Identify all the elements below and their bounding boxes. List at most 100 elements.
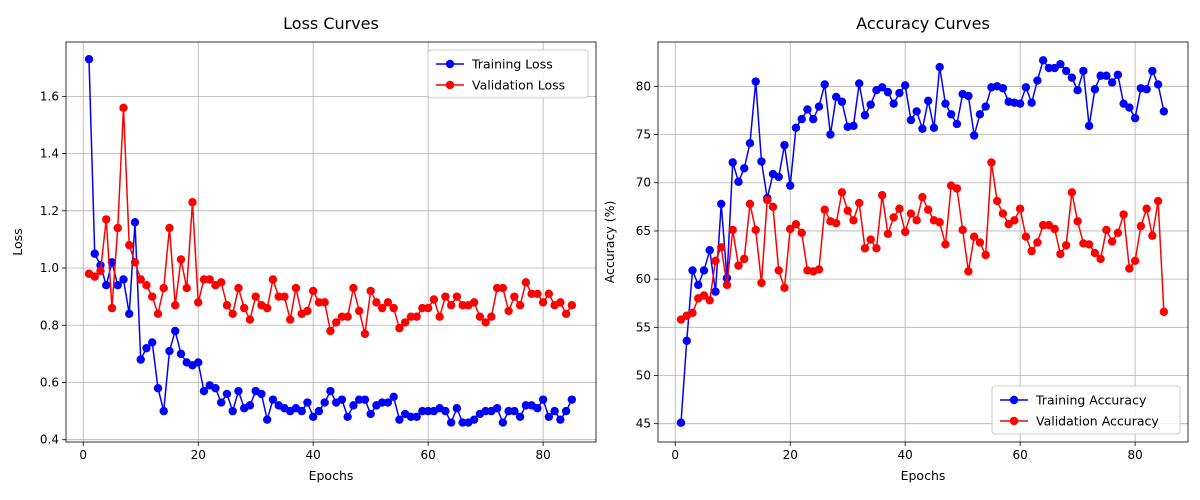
loss-data-point: [354, 306, 364, 316]
accuracy-data-point: [906, 209, 916, 218]
accuracy-data-point: [791, 219, 801, 229]
accuracy-y-axis-label: Accuracy (%): [602, 201, 617, 284]
loss-data-point: [308, 286, 318, 296]
loss-data-point: [383, 298, 393, 307]
loss-data-point: [556, 415, 565, 424]
loss-data-point: [326, 386, 335, 396]
accuracy-data-point: [1090, 248, 1100, 258]
accuracy-data-point: [826, 130, 835, 139]
accuracy-data-point: [1033, 238, 1042, 247]
loss-data-point: [262, 415, 272, 424]
accuracy-data-point: [1148, 66, 1157, 76]
accuracy-legend-label: Validation Accuracy: [1036, 414, 1159, 429]
accuracy-data-point: [1107, 237, 1117, 246]
accuracy-data-point: [1153, 80, 1163, 89]
loss-data-point: [544, 412, 554, 422]
accuracy-data-point: [786, 181, 795, 190]
loss-data-point: [406, 312, 416, 321]
accuracy-data-point: [682, 336, 691, 345]
accuracy-data-point: [900, 227, 910, 237]
accuracy-data-point: [1021, 83, 1031, 92]
loss-data-point: [538, 298, 548, 307]
loss-data-point: [354, 395, 364, 404]
loss-data-point: [544, 289, 554, 298]
accuracy-data-point: [912, 216, 921, 225]
accuracy-data-point: [889, 99, 898, 108]
loss-data-point: [469, 298, 479, 307]
accuracy-data-point: [1015, 99, 1025, 108]
accuracy-data-point: [860, 111, 870, 120]
accuracy-data-point: [923, 205, 933, 214]
accuracy-data-point: [981, 250, 990, 260]
loss-legend: Training Loss Validation Loss: [427, 49, 589, 99]
accuracy-data-point: [969, 232, 979, 241]
accuracy-legend: Training Accuracy Validation Accuracy: [991, 385, 1181, 435]
accuracy-data-point: [895, 88, 904, 98]
accuracy-y-tick-label: 80: [636, 79, 651, 93]
accuracy-data-point: [1113, 70, 1123, 79]
accuracy-data-point: [1067, 73, 1077, 82]
accuracy-data-point: [923, 96, 933, 105]
accuracy-data-point: [1073, 85, 1082, 95]
accuracy-data-point: [722, 280, 732, 290]
loss-data-point: [400, 318, 410, 327]
accuracy-data-point: [849, 121, 858, 131]
loss-data-point: [567, 395, 577, 404]
loss-data-point: [389, 392, 398, 401]
loss-data-point: [372, 298, 381, 307]
loss-data-point: [412, 312, 421, 321]
loss-data-point: [113, 281, 122, 290]
accuracy-data-point: [786, 224, 795, 234]
accuracy-data-point: [699, 266, 709, 275]
accuracy-data-point: [763, 195, 772, 205]
loss-data-point: [107, 303, 117, 313]
accuracy-data-point: [803, 105, 812, 114]
accuracy-data-point: [1159, 307, 1169, 317]
accuracy-y-tick-label: 50: [636, 368, 651, 382]
loss-data-point: [337, 395, 347, 404]
accuracy-x-tick-label: 40: [898, 448, 913, 462]
accuracy-data-point: [952, 184, 962, 193]
loss-data-point: [148, 338, 157, 347]
loss-data-point: [458, 301, 467, 310]
loss-data-point: [320, 398, 329, 407]
accuracy-data-point: [1096, 71, 1105, 80]
loss-data-point: [176, 255, 186, 264]
loss-y-tick-label: 1.4: [40, 147, 59, 161]
loss-data-point: [171, 301, 180, 310]
loss-data-point: [119, 275, 128, 284]
loss-data-point: [234, 386, 243, 396]
accuracy-data-point: [1136, 221, 1146, 231]
loss-data-point: [343, 312, 352, 321]
accuracy-data-point: [745, 199, 755, 209]
accuracy-data-point: [1113, 228, 1123, 238]
loss-data-point: [136, 275, 145, 284]
loss-data-point: [182, 283, 191, 293]
loss-legend-marker: [445, 80, 455, 90]
accuracy-data-point: [699, 291, 709, 300]
loss-y-tick-label: 0.6: [40, 375, 59, 389]
accuracy-data-point: [1142, 204, 1151, 213]
accuracy-data-point: [780, 283, 789, 292]
accuracy-data-point: [929, 123, 939, 132]
loss-data-point: [366, 286, 375, 296]
loss-data-point: [492, 404, 502, 413]
loss-data-point: [165, 223, 174, 233]
accuracy-data-point: [1079, 66, 1088, 76]
accuracy-y-tick-label: 55: [636, 320, 651, 334]
accuracy-data-point: [1142, 85, 1151, 94]
accuracy-data-point: [987, 158, 996, 167]
loss-data-point: [515, 412, 525, 422]
loss-data-point: [211, 384, 220, 393]
accuracy-data-point: [831, 219, 841, 228]
accuracy-data-point: [992, 196, 1002, 206]
accuracy-series-validation: [676, 158, 1169, 324]
accuracy-data-point: [1090, 85, 1100, 94]
accuracy-data-point: [854, 79, 864, 88]
loss-data-point: [481, 318, 490, 327]
accuracy-data-point: [1050, 224, 1059, 234]
loss-y-tick-label: 0.8: [40, 318, 59, 332]
accuracy-data-point: [1067, 188, 1077, 197]
accuracy-data-point: [889, 213, 898, 222]
loss-data-point: [148, 292, 157, 301]
